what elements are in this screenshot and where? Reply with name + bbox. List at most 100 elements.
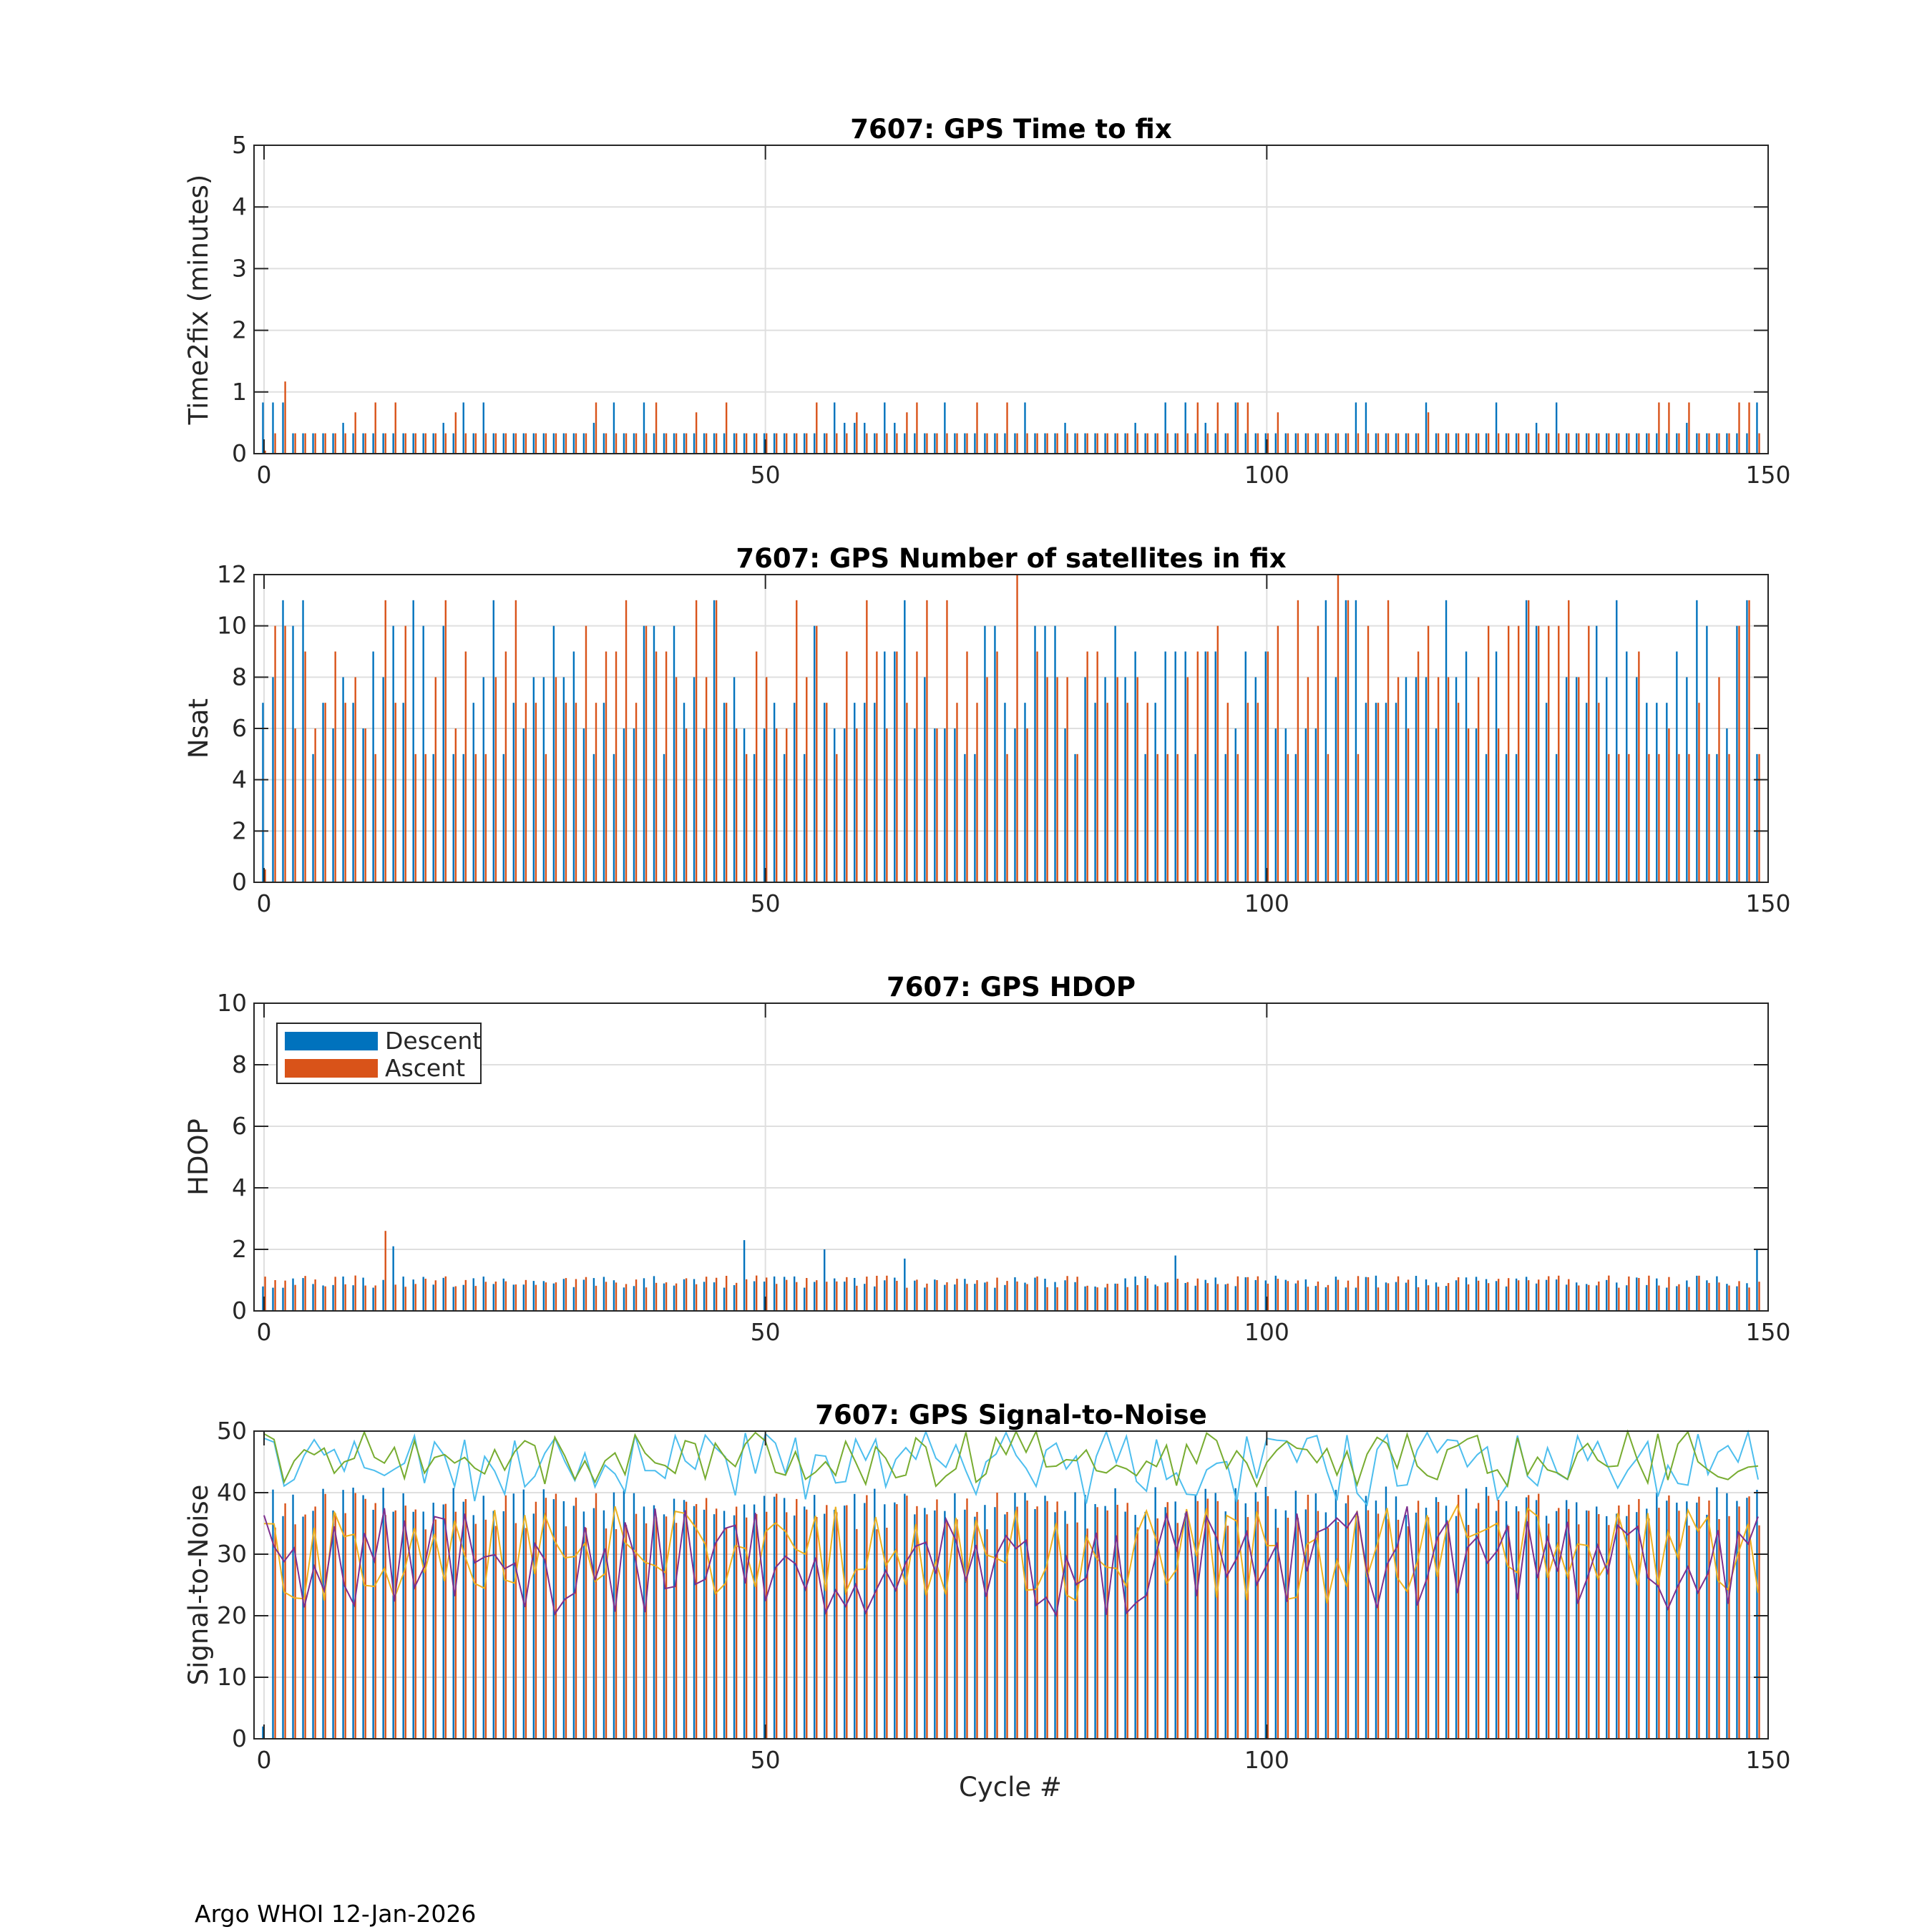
bar-descent <box>954 1493 956 1739</box>
bar-ascent <box>1347 1280 1350 1311</box>
bar-descent <box>472 433 474 454</box>
bar-ascent <box>1066 1276 1068 1311</box>
bar-descent <box>1385 703 1387 882</box>
bar-ascent <box>1267 1283 1269 1311</box>
bar-descent <box>362 433 364 454</box>
bar-descent <box>793 433 796 454</box>
bar-descent <box>482 677 484 882</box>
bar-descent <box>1756 753 1758 882</box>
bar-descent <box>844 1506 846 1739</box>
bar-ascent <box>906 1496 908 1739</box>
bar-descent <box>1004 1514 1006 1739</box>
bar-descent <box>1405 677 1407 882</box>
bar-ascent <box>1487 433 1490 454</box>
bar-descent <box>763 1282 766 1311</box>
bar-ascent <box>364 728 366 882</box>
bar-descent <box>462 1284 464 1311</box>
bar-ascent <box>1186 1282 1189 1311</box>
bar-ascent <box>1106 1284 1108 1311</box>
bar-descent <box>954 433 956 454</box>
bar-ascent <box>1658 1508 1660 1739</box>
bar-descent <box>924 677 926 882</box>
bar-ascent <box>1457 1277 1460 1311</box>
bar-descent <box>512 1284 514 1311</box>
bar-ascent <box>1096 433 1098 454</box>
bar-ascent <box>605 433 608 454</box>
bar-descent <box>1114 1488 1116 1739</box>
bar-descent <box>1204 651 1206 882</box>
bar-descent <box>1234 1488 1236 1739</box>
bar-ascent <box>1046 1501 1048 1739</box>
bar-ascent <box>1066 1523 1068 1739</box>
bar-descent <box>623 1287 625 1311</box>
bar-ascent <box>1708 1282 1710 1311</box>
bar-ascent <box>1528 1280 1530 1311</box>
bar-ascent <box>1287 753 1289 882</box>
bar-ascent <box>1096 651 1098 882</box>
bar-ascent <box>1477 1503 1480 1739</box>
bar-descent <box>592 422 595 454</box>
y-tick-label: 20 <box>217 1601 247 1629</box>
x-tick-label: 100 <box>1244 1318 1289 1346</box>
bar-ascent <box>1277 1279 1279 1311</box>
bar-ascent <box>1508 625 1510 882</box>
bar-ascent <box>946 600 948 882</box>
bar-ascent <box>1327 1284 1330 1311</box>
bar-ascent <box>304 1514 306 1739</box>
bar-ascent <box>786 433 788 454</box>
bar-descent <box>723 1287 726 1311</box>
bar-descent <box>602 1277 605 1311</box>
bar-ascent <box>1267 651 1269 882</box>
bar-ascent <box>1287 433 1289 454</box>
bar-descent <box>1244 433 1246 454</box>
bar-descent <box>1284 1510 1287 1739</box>
bar-descent <box>924 1287 926 1311</box>
bar-ascent <box>1548 1276 1550 1311</box>
bar-descent <box>522 433 525 454</box>
bar-ascent <box>1277 625 1279 882</box>
bar-descent <box>362 1495 364 1739</box>
bar-ascent <box>826 1282 828 1311</box>
bar-descent <box>864 703 866 882</box>
bar-descent <box>723 1511 726 1739</box>
bar-ascent <box>1216 1284 1219 1311</box>
bar-descent <box>1726 1493 1728 1739</box>
bar-ascent <box>1126 1503 1128 1739</box>
bar-ascent <box>1538 1279 1540 1311</box>
bar-ascent <box>1387 600 1390 882</box>
bar-ascent <box>1678 753 1680 882</box>
bar-ascent <box>976 703 978 882</box>
bar-ascent <box>1598 703 1600 882</box>
bar-ascent <box>1447 1283 1450 1311</box>
bar-ascent <box>1688 1526 1690 1739</box>
bar-ascent <box>555 1282 557 1311</box>
bar-ascent <box>1688 402 1690 454</box>
bar-ascent <box>996 651 998 882</box>
bar-ascent <box>535 703 537 882</box>
bar-descent <box>292 1278 294 1311</box>
bar-ascent <box>1608 753 1610 882</box>
bar-descent <box>713 433 716 454</box>
bar-descent <box>683 703 686 882</box>
bar-ascent <box>1277 412 1279 454</box>
bar-descent <box>1375 1501 1377 1739</box>
bar-descent <box>994 625 996 882</box>
bar-descent <box>1084 1286 1086 1311</box>
bar-descent <box>1616 433 1618 454</box>
bar-descent <box>633 728 635 882</box>
bar-descent <box>1555 1511 1558 1739</box>
bar-descent <box>1094 1286 1096 1311</box>
bar-ascent <box>1437 433 1440 454</box>
bar-descent <box>814 625 816 882</box>
bar-descent <box>1566 1284 1568 1311</box>
bar-ascent <box>1347 1495 1350 1739</box>
bar-ascent <box>1467 1525 1470 1739</box>
bar-ascent <box>514 600 517 882</box>
bar-ascent <box>926 600 928 882</box>
x-tick-label: 150 <box>1746 889 1791 917</box>
bar-descent <box>673 433 675 454</box>
bar-descent <box>673 625 675 882</box>
bar-ascent <box>1518 1280 1520 1311</box>
axes-box <box>253 1430 1769 1740</box>
bar-descent <box>402 433 404 454</box>
